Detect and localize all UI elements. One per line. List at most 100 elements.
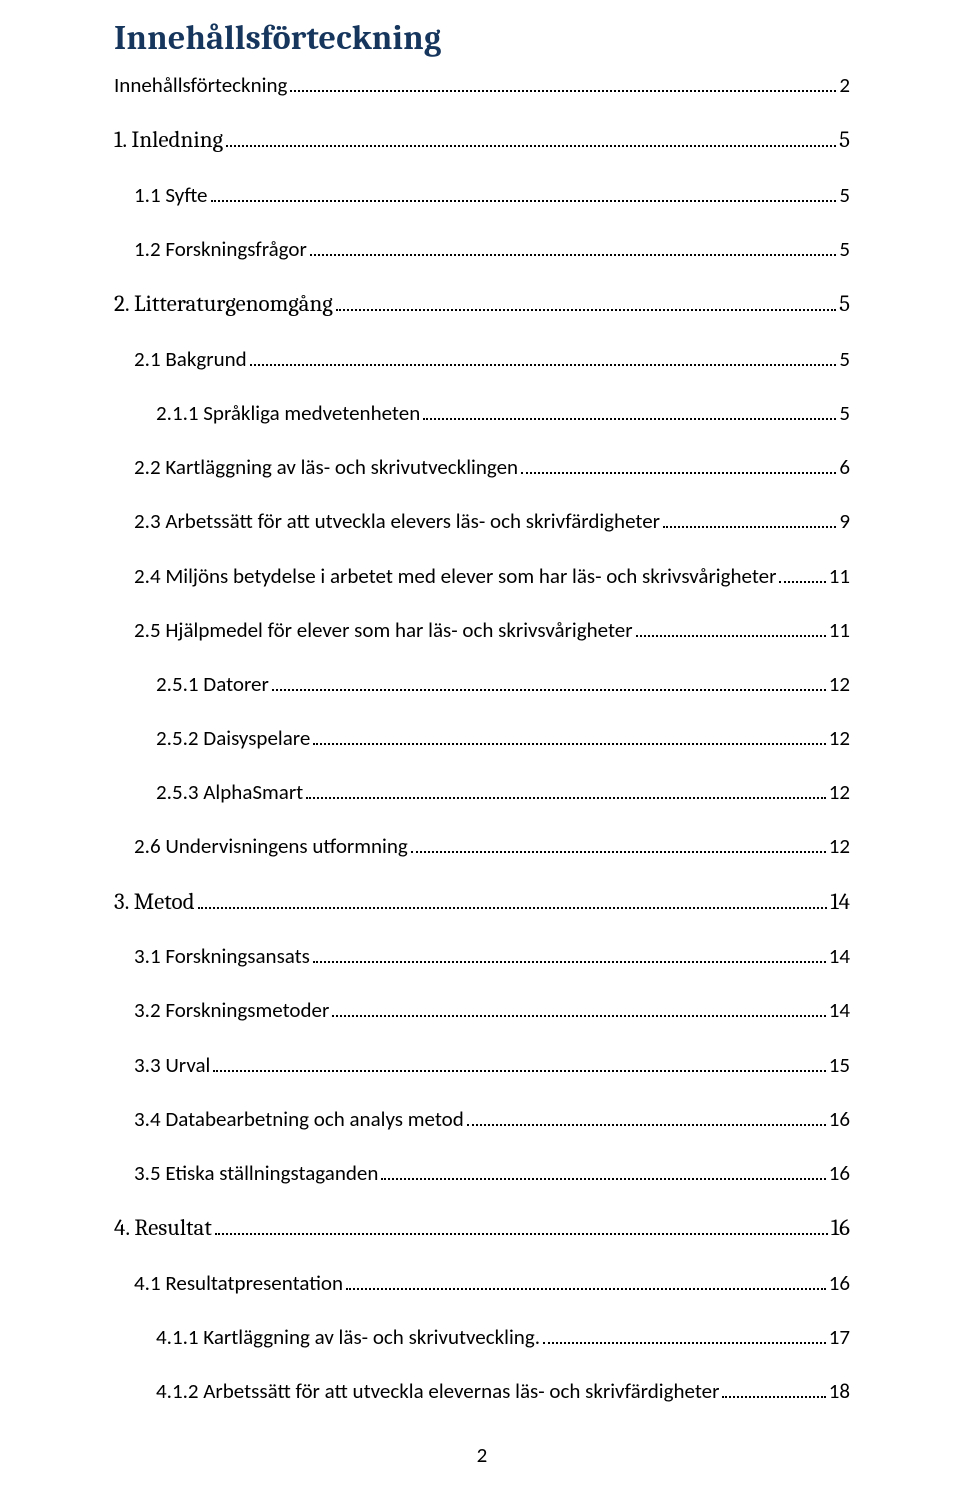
toc-entry: 2.5.3 AlphaSmart 12	[114, 779, 850, 805]
toc-entry-page: 5	[839, 347, 850, 372]
toc-leader	[290, 72, 836, 92]
toc-leader	[663, 508, 836, 528]
toc-entry: 2.4 Miljöns betydelse i arbetet med elev…	[114, 563, 850, 589]
toc-leader	[198, 889, 828, 909]
toc-entry-page: 5	[839, 401, 850, 426]
toc-entry: 3.2 Forskningsmetoder 14	[114, 997, 850, 1023]
toc-leader	[313, 725, 825, 745]
toc-entry: 2.1.1 Språkliga medvetenheten 5	[114, 400, 850, 426]
toc-entry-label[interactable]: 2.1.1 Språkliga medvetenheten	[156, 401, 420, 426]
toc-entry: 2.2 Kartläggning av läs- och skrivutveck…	[114, 454, 850, 480]
toc-leader	[521, 454, 836, 474]
table-of-contents: Innehållsförteckning 21. Inledning 51.1 …	[114, 72, 850, 1404]
toc-entry-label[interactable]: 2.5.2 Daisyspelare	[156, 726, 310, 751]
toc-entry-page: 5	[839, 183, 850, 208]
toc-leader	[411, 833, 826, 853]
toc-entry-label[interactable]: 2.3 Arbetssätt för att utveckla elevers …	[134, 509, 660, 534]
toc-entry-page: 2	[839, 73, 850, 98]
toc-entry-label[interactable]: 2.6 Undervisningens utformning	[134, 834, 408, 859]
toc-leader	[381, 1160, 825, 1180]
toc-leader	[272, 671, 826, 691]
toc-entry: 4.1.1 Kartläggning av läs- och skrivutve…	[114, 1324, 850, 1350]
toc-entry-label[interactable]: 2.5.3 AlphaSmart	[156, 780, 303, 805]
toc-entry-label[interactable]: 1.2 Forskningsfrågor	[134, 237, 307, 262]
toc-entry-page: 5	[839, 126, 850, 154]
toc-entry: 2.6 Undervisningens utformning 12	[114, 833, 850, 859]
toc-leader	[779, 563, 825, 583]
toc-entry-page: 5	[839, 237, 850, 262]
toc-entry-label[interactable]: 4.1 Resultatpresentation	[134, 1271, 343, 1296]
toc-entry-page: 9	[839, 509, 850, 534]
toc-leader	[211, 182, 837, 202]
toc-leader	[336, 291, 836, 311]
toc-leader	[250, 346, 837, 366]
toc-entry-label[interactable]: 2.5 Hjälpmedel för elever som har läs- o…	[134, 618, 633, 643]
toc-entry-label[interactable]: 3.4 Databearbetning och analys metod	[134, 1107, 464, 1132]
toc-entry-page: 6	[839, 455, 850, 480]
toc-entry-page: 16	[829, 1161, 850, 1186]
toc-leader	[467, 1106, 826, 1126]
toc-entry-label[interactable]: 4.1.2 Arbetssätt för att utveckla elever…	[156, 1379, 719, 1404]
toc-entry: 2.1 Bakgrund 5	[114, 346, 850, 372]
toc-leader	[226, 127, 836, 147]
toc-entry-page: 15	[829, 1053, 850, 1078]
toc-entry: 4.1.2 Arbetssätt för att utveckla elever…	[114, 1378, 850, 1404]
toc-entry: 3.3 Urval 15	[114, 1052, 850, 1078]
toc-leader	[215, 1215, 828, 1235]
toc-entry-label[interactable]: 2.1 Bakgrund	[134, 347, 247, 372]
toc-entry-page: 12	[829, 726, 850, 751]
toc-entry-page: 16	[831, 1214, 850, 1242]
page-number: 2	[114, 1442, 850, 1468]
toc-entry-label[interactable]: 2.4 Miljöns betydelse i arbetet med elev…	[134, 564, 776, 589]
toc-entry: 3.4 Databearbetning och analys metod 16	[114, 1106, 850, 1132]
toc-entry-page: 12	[829, 834, 850, 859]
toc-entry: 2. Litteraturgenomgång 5	[114, 290, 850, 318]
toc-leader	[306, 779, 825, 799]
toc-entry: 3.1 Forskningsansats 14	[114, 943, 850, 969]
toc-entry-page: 14	[830, 888, 850, 916]
toc-entry-label[interactable]: 4.1.1 Kartläggning av läs- och skrivutve…	[156, 1325, 540, 1350]
toc-entry-label[interactable]: 3.3 Urval	[134, 1053, 210, 1078]
toc-entry-page: 11	[829, 618, 850, 643]
toc-entry: 2.5 Hjälpmedel för elever som har läs- o…	[114, 617, 850, 643]
toc-entry-page: 14	[829, 944, 850, 969]
toc-entry: 2.5.1 Datorer 12	[114, 671, 850, 697]
toc-entry-label[interactable]: 3.2 Forskningsmetoder	[134, 998, 329, 1023]
toc-leader	[310, 236, 837, 256]
toc-entry-label[interactable]: 3.1 Forskningsansats	[134, 944, 310, 969]
toc-entry-page: 11	[829, 564, 850, 589]
toc-leader	[722, 1378, 825, 1398]
toc-entry-label[interactable]: 4. Resultat	[114, 1214, 212, 1242]
toc-entry: 2.5.2 Daisyspelare 12	[114, 725, 850, 751]
toc-entry-page: 17	[829, 1325, 850, 1350]
toc-entry-page: 12	[829, 672, 850, 697]
page-title: Innehållsförteckning	[114, 18, 850, 58]
toc-entry: 1. Inledning 5	[114, 126, 850, 154]
toc-leader	[332, 997, 825, 1017]
toc-entry: 4.1 Resultatpresentation 16	[114, 1270, 850, 1296]
toc-entry: 1.1 Syfte 5	[114, 182, 850, 208]
toc-leader	[543, 1324, 826, 1344]
toc-entry-label[interactable]: 3.5 Etiska ställningstaganden	[134, 1161, 378, 1186]
toc-leader	[346, 1270, 826, 1290]
toc-entry-label[interactable]: 1.1 Syfte	[134, 183, 208, 208]
toc-entry-page: 5	[839, 290, 850, 318]
toc-entry-page: 18	[829, 1379, 850, 1404]
toc-entry-label[interactable]: 2.2 Kartläggning av läs- och skrivutveck…	[134, 455, 518, 480]
toc-entry: 4. Resultat 16	[114, 1214, 850, 1242]
toc-entry-label[interactable]: 2.5.1 Datorer	[156, 672, 269, 697]
toc-entry-label[interactable]: 1. Inledning	[114, 126, 223, 154]
toc-entry: 2.3 Arbetssätt för att utveckla elevers …	[114, 508, 850, 534]
toc-entry-page: 12	[829, 780, 850, 805]
toc-entry-page: 14	[829, 998, 850, 1023]
toc-entry-label[interactable]: 2. Litteraturgenomgång	[114, 290, 333, 318]
toc-leader	[423, 400, 836, 420]
toc-entry-page: 16	[829, 1271, 850, 1296]
toc-entry: 3.5 Etiska ställningstaganden 16	[114, 1160, 850, 1186]
toc-entry-label[interactable]: Innehållsförteckning	[114, 73, 287, 98]
toc-entry-page: 16	[829, 1107, 850, 1132]
toc-entry: 3. Metod 14	[114, 888, 850, 916]
toc-entry: 1.2 Forskningsfrågor 5	[114, 236, 850, 262]
toc-leader	[213, 1052, 825, 1072]
toc-entry-label[interactable]: 3. Metod	[114, 888, 195, 916]
